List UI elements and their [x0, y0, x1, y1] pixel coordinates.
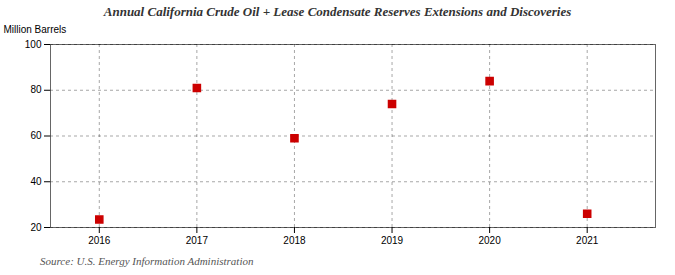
svg-text:80: 80 [30, 84, 42, 95]
svg-text:100: 100 [25, 39, 42, 50]
svg-text:2020: 2020 [478, 235, 501, 246]
svg-text:2019: 2019 [381, 235, 404, 246]
svg-text:2016: 2016 [88, 235, 111, 246]
svg-text:2018: 2018 [283, 235, 306, 246]
html-text:Annual California Crude Oil +: Annual California Crude Oil + Lease Cond… [103, 4, 572, 19]
svg-text:2017: 2017 [186, 235, 209, 246]
svg-text:40: 40 [30, 176, 42, 187]
svg-text:20: 20 [30, 222, 42, 233]
html-text:Source: U.S. Energy Informatio: Source: U.S. Energy Information Administ… [40, 255, 254, 267]
svg-text:60: 60 [30, 130, 42, 141]
svg-text:2021: 2021 [576, 235, 599, 246]
svg-text:Million Barrels: Million Barrels [4, 24, 67, 35]
